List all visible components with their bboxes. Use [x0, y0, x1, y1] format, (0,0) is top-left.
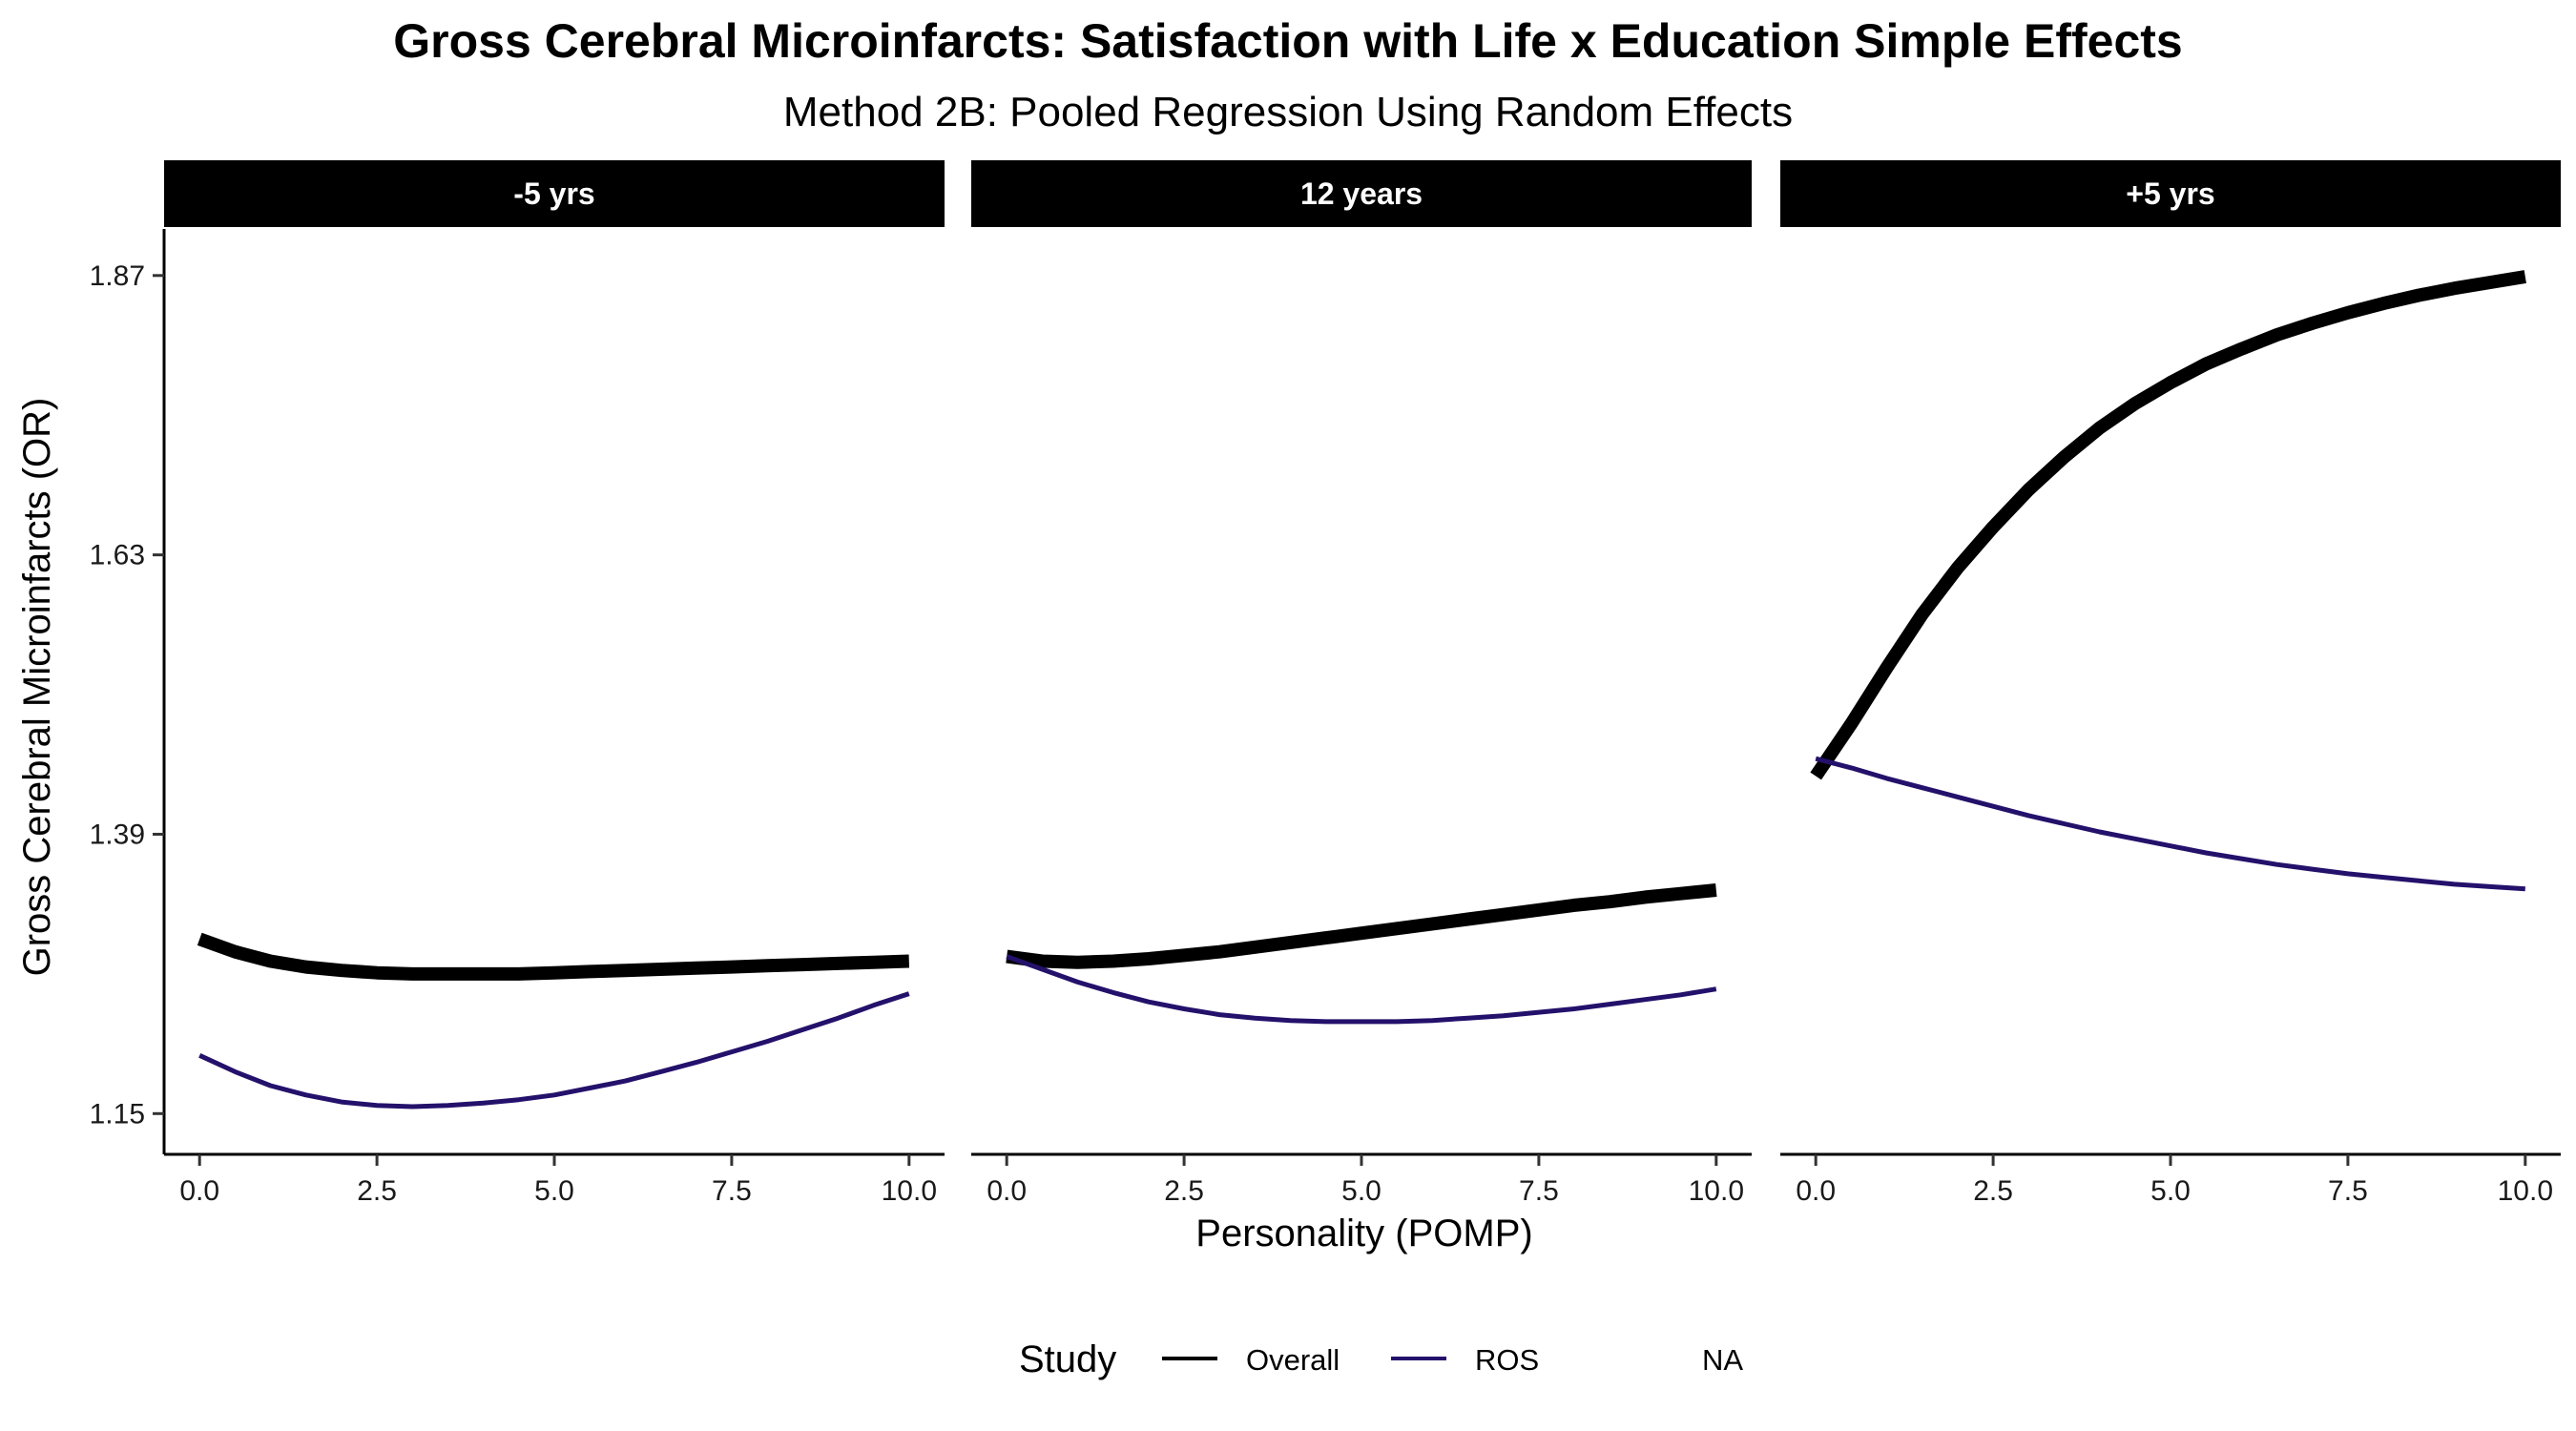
y-tick-label: 1.87 [90, 260, 145, 292]
facet-panels: -5 yrs 0.0 2.5 5.0 7.5 10.0 1.15 1.39 1.63 1.87 12… [90, 160, 2561, 1207]
y-tick-label: 1.63 [90, 540, 145, 571]
legend-title: Study [1019, 1338, 1116, 1380]
x-tick-label: 5.0 [534, 1175, 574, 1207]
facet-strip-label: 12 years [1300, 176, 1423, 211]
x-tick-label: 5.0 [1341, 1175, 1381, 1207]
chart-title: Gross Cerebral Microinfarcts: Satisfacti… [393, 14, 2182, 68]
facet-strip [164, 160, 945, 227]
x-tick-label: 2.5 [357, 1175, 397, 1207]
legend-label: Overall [1246, 1343, 1340, 1377]
series-line-ros [1815, 756, 2525, 892]
facet-panel: -5 yrs 0.0 2.5 5.0 7.5 10.0 1.15 1.39 1.63 1.87 [90, 160, 945, 1207]
series-line-overall [197, 932, 910, 981]
x-tick-label: 7.5 [2328, 1175, 2368, 1207]
y-tick-label: 1.39 [90, 819, 145, 850]
series-line-ros [1006, 954, 1717, 1025]
x-tick-label: 0.0 [987, 1175, 1027, 1207]
series-line-overall [1006, 883, 1717, 969]
x-tick-label: 10.0 [882, 1175, 937, 1207]
series-line-ros [198, 991, 910, 1110]
x-tick-label: 5.0 [2150, 1175, 2191, 1207]
facet-strip-label: -5 yrs [513, 176, 594, 211]
facet-strip-label: +5 yrs [2126, 176, 2214, 211]
x-tick-label: 2.5 [1164, 1175, 1204, 1207]
legend-label: ROS [1475, 1343, 1539, 1377]
x-tick-label: 7.5 [712, 1175, 752, 1207]
legend-item: ROS [1391, 1343, 1539, 1377]
x-tick-label: 10.0 [2498, 1175, 2553, 1207]
x-tick-label: 10.0 [1689, 1175, 1744, 1207]
facet-panel: 12 years 0.0 2.5 5.0 7.5 10.0 [971, 160, 1752, 1207]
facet-strip [971, 160, 1752, 227]
legend: Study Overall ROS NA [1019, 1338, 1743, 1380]
legend-item: Overall [1162, 1343, 1340, 1377]
x-axis-title: Personality (POMP) [1195, 1213, 1532, 1255]
facet-panel: +5 yrs 0.0 2.5 5.0 7.5 10.0 [1780, 160, 2561, 1207]
series-line-overall [1810, 270, 2526, 780]
x-tick-label: 7.5 [1519, 1175, 1559, 1207]
legend-label: NA [1702, 1343, 1743, 1377]
x-tick-label: 0.0 [1796, 1175, 1836, 1207]
facet-strip [1780, 160, 2561, 227]
x-tick-label: 0.0 [179, 1175, 219, 1207]
y-axis-title: Gross Cerebral Microinfarcts (OR) [16, 398, 58, 977]
chart-subtitle: Method 2B: Pooled Regression Using Rando… [783, 89, 1793, 135]
x-tick-label: 2.5 [1973, 1175, 2013, 1207]
y-tick-label: 1.15 [90, 1098, 145, 1130]
legend-item: NA [1702, 1343, 1743, 1377]
